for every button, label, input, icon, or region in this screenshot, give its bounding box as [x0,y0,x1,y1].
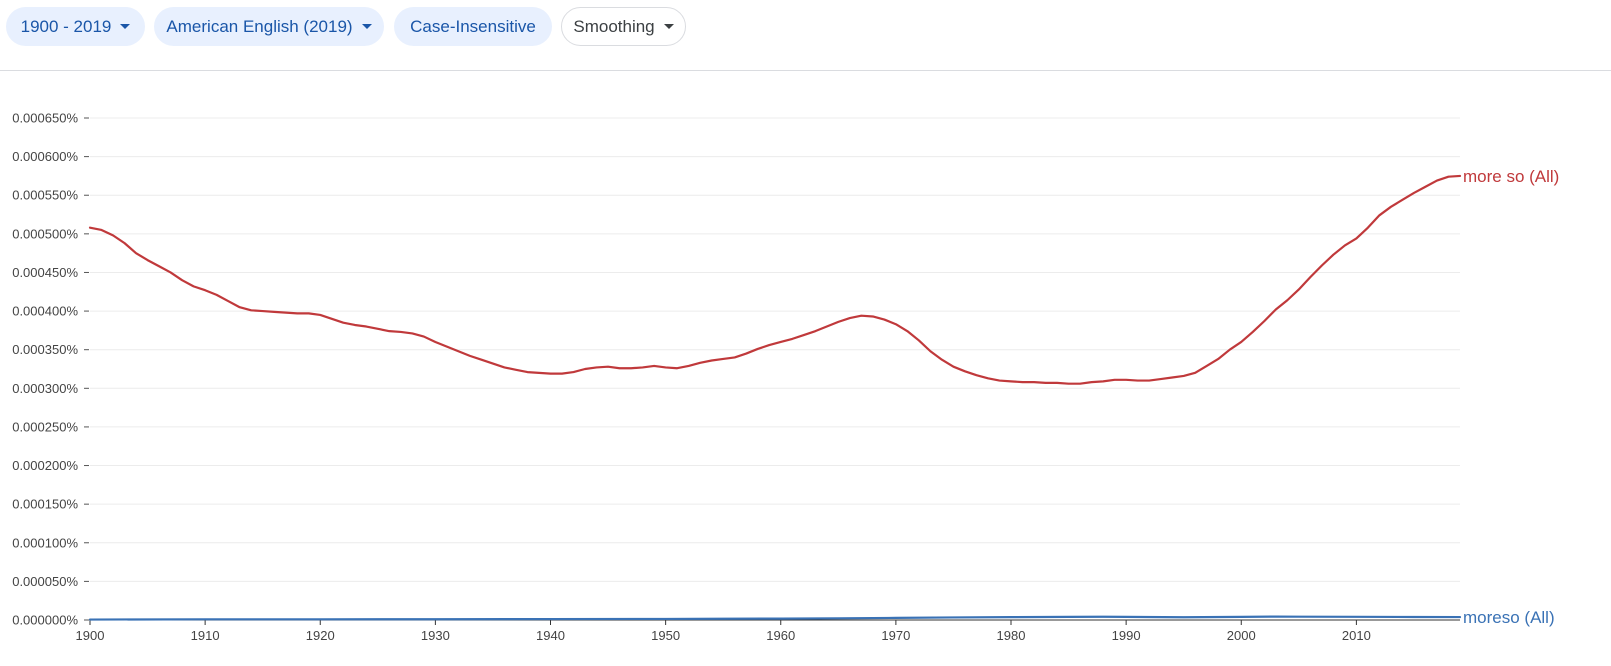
series-label-more-so-all[interactable]: more so (All) [1463,167,1559,186]
y-tick-label: 0.000200% [12,458,78,473]
corpus-label: American English (2019) [166,16,353,36]
smoothing-dropdown[interactable]: Smoothing [561,7,686,46]
series-lines: more so (All) moreso (All) [88,167,1559,627]
series-line-moreso-all[interactable] [88,615,1462,621]
filter-toolbar: 1900 - 2019 American English (2019) Case… [0,0,1611,71]
x-tick-label: 1970 [881,628,910,643]
y-tick-label: 0.000350% [12,342,78,357]
x-tick-label: 1950 [651,628,680,643]
y-tick-label: 0.000150% [12,497,78,512]
chevron-down-icon [120,24,131,29]
y-tick-label: 0.000600% [12,149,78,164]
x-tick-label: 1980 [997,628,1026,643]
y-tick-label: 0.000100% [12,535,78,550]
x-tick-label: 1990 [1112,628,1141,643]
y-tick-label: 0.000450% [12,265,78,280]
y-tick-label: 0.000250% [12,419,78,434]
y-axis: 0.000650% 0.000600% 0.000550% 0.000500% 0.00… [12,111,89,628]
y-tick-label: 0.000650% [12,111,78,126]
year-range-label: 1900 - 2019 [20,16,112,36]
y-tick-label: 0.000000% [12,613,78,628]
y-tick-label: 0.000500% [12,226,78,241]
x-tick-label: 1960 [766,628,795,643]
x-tick-label: 2010 [1342,628,1371,643]
series-line-more-so-all[interactable] [88,174,1462,385]
series-label-moreso-all[interactable]: moreso (All) [1463,608,1555,627]
y-tick-label: 0.000400% [12,304,78,319]
ngram-chart: 0.000650% 0.000600% 0.000550% 0.000500% 0.00… [12,111,1559,644]
y-tick-label: 0.000300% [12,381,78,396]
y-tick-label: 0.000550% [12,188,78,203]
y-tick-label: 0.000050% [12,574,78,589]
case-insensitive-toggle[interactable]: Case-Insensitive [394,7,552,46]
grid-lines [90,117,1460,582]
case-label: Case-Insensitive [410,16,536,36]
smoothing-label: Smoothing [573,16,655,36]
x-tick-label: 1900 [76,628,105,643]
corpus-dropdown[interactable]: American English (2019) [154,7,384,46]
x-axis: 1900 1910 1920 1930 1940 1950 1960 1970 1980 1990… [76,619,1460,643]
chevron-down-icon [361,24,372,29]
x-tick-label: 1930 [421,628,450,643]
x-tick-label: 1940 [536,628,565,643]
x-tick-label: 1910 [191,628,220,643]
year-range-dropdown[interactable]: 1900 - 2019 [6,7,145,46]
chevron-down-icon [663,24,674,29]
x-tick-label: 1920 [306,628,335,643]
x-tick-label: 2000 [1227,628,1256,643]
